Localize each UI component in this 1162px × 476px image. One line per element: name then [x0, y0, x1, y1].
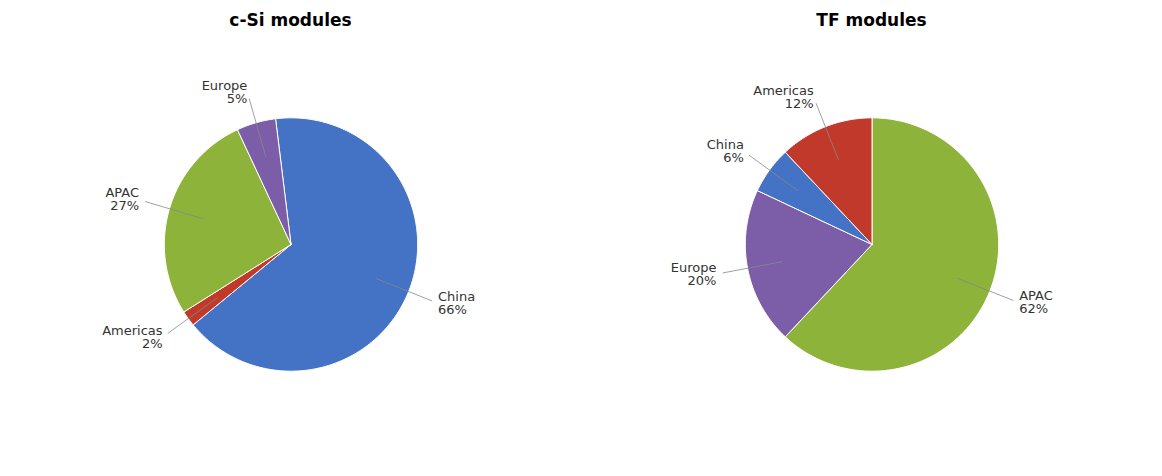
- svg-text:Americas12%: Americas12%: [753, 83, 814, 111]
- svg-text:APAC27%: APAC27%: [105, 185, 139, 213]
- svg-text:APAC62%: APAC62%: [1019, 288, 1053, 316]
- svg-text:Europe20%: Europe20%: [671, 260, 717, 288]
- svg-text:Americas2%: Americas2%: [102, 323, 163, 351]
- html-text:c-Si modules: c-Si modules: [229, 10, 352, 30]
- html-text:TF modules: TF modules: [816, 10, 927, 30]
- svg-text:China66%: China66%: [438, 289, 475, 317]
- svg-text:China6%: China6%: [707, 137, 744, 165]
- svg-text:Europe5%: Europe5%: [202, 78, 248, 106]
